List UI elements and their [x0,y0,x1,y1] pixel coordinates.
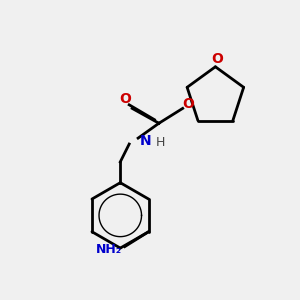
Text: O: O [211,52,223,66]
Text: H: H [156,136,165,149]
Text: NH₂: NH₂ [95,243,122,256]
Text: O: O [119,92,131,106]
Text: O: O [183,97,195,111]
Text: N: N [140,134,152,148]
